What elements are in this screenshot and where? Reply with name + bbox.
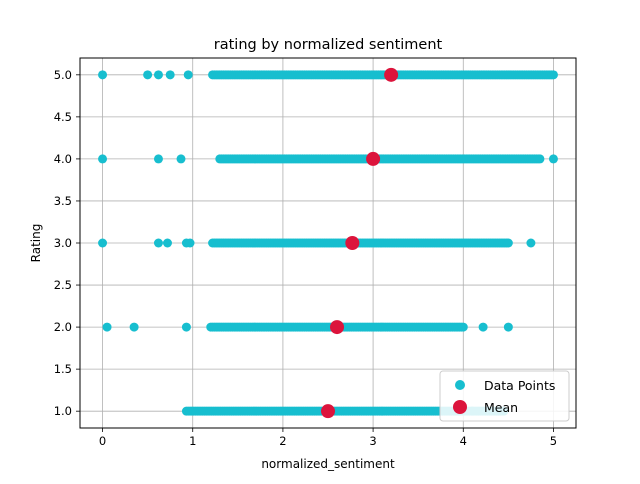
- data-point: [526, 238, 536, 248]
- mean-point: [345, 236, 360, 250]
- data-point: [98, 238, 108, 248]
- y-tick-label: 2.0: [54, 320, 72, 334]
- data-point: [153, 70, 163, 80]
- data-point: [143, 70, 153, 80]
- y-tick-label: 5.0: [54, 68, 72, 82]
- x-axis-label: normalized_sentiment: [261, 457, 395, 471]
- mean-point: [330, 320, 345, 335]
- y-axis-ticks: 1.0 1.5 2.0 2.5 3.0 3.5 4.0 4.5 5.0: [54, 68, 80, 418]
- data-point: [185, 238, 195, 248]
- legend-marker-mean: [453, 400, 467, 414]
- data-point: [503, 238, 513, 248]
- data-point: [183, 70, 193, 80]
- data-point: [153, 238, 163, 248]
- data-point: [458, 322, 468, 332]
- data-point: [548, 154, 558, 164]
- data-point: [98, 154, 108, 164]
- data-point: [478, 322, 488, 332]
- mean-point: [321, 404, 335, 419]
- y-axis-label: Rating: [29, 224, 43, 263]
- data-point: [165, 70, 175, 80]
- data-point: [176, 154, 186, 164]
- mean-point: [384, 67, 399, 82]
- legend-marker-data-points: [455, 380, 465, 390]
- data-point: [548, 70, 558, 80]
- x-tick-label: 3: [369, 434, 376, 448]
- mean-point: [366, 151, 381, 166]
- y-tick-label: 4.0: [54, 152, 72, 166]
- y-tick-label: 3.5: [54, 194, 72, 208]
- y-tick-label: 2.5: [54, 278, 72, 292]
- data-point: [181, 322, 191, 332]
- data-point: [153, 154, 163, 164]
- x-axis-ticks: 0 1 2 3 4 5: [99, 428, 557, 448]
- legend-label-mean: Mean: [484, 400, 518, 415]
- data-point: [98, 70, 108, 80]
- data-point: [535, 154, 545, 164]
- data-point: [102, 322, 112, 332]
- x-tick-label: 2: [279, 434, 286, 448]
- data-point: [162, 238, 172, 248]
- x-tick-label: 4: [460, 434, 467, 448]
- data-point: [129, 322, 139, 332]
- x-tick-label: 1: [189, 434, 196, 448]
- y-tick-label: 3.0: [54, 236, 72, 250]
- mean-points-layer: [321, 67, 399, 419]
- x-tick-label: 5: [550, 434, 557, 448]
- legend-label-data-points: Data Points: [484, 378, 555, 393]
- chart-title: rating by normalized sentiment: [214, 37, 443, 53]
- y-tick-label: 1.5: [54, 362, 72, 376]
- legend-box: [439, 370, 570, 422]
- y-tick-label: 1.0: [54, 404, 72, 418]
- data-point: [503, 322, 513, 332]
- y-tick-label: 4.5: [54, 110, 72, 124]
- x-tick-label: 0: [99, 434, 106, 448]
- legend: Data Points Mean: [439, 370, 570, 422]
